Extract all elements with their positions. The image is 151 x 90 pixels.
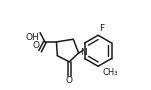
Text: O: O xyxy=(32,41,39,50)
Text: N: N xyxy=(80,48,87,57)
Text: OH: OH xyxy=(25,33,39,42)
Text: F: F xyxy=(99,24,104,33)
Text: CH₃: CH₃ xyxy=(103,68,118,77)
Text: O: O xyxy=(66,76,73,85)
